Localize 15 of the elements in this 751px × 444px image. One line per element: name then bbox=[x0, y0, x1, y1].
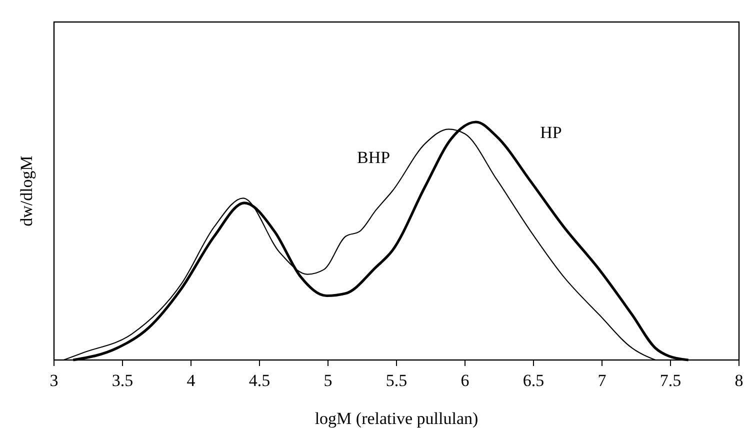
x-tick-label: 7.5 bbox=[660, 371, 682, 390]
series-label: HP bbox=[540, 122, 562, 142]
x-tick-label: 8 bbox=[734, 371, 744, 390]
x-tick-label: 3 bbox=[50, 371, 58, 390]
x-tick-label: 4 bbox=[186, 371, 196, 390]
x-tick-label: 7 bbox=[598, 371, 607, 390]
series-label: BHP bbox=[357, 148, 390, 168]
x-tick-label: 5.5 bbox=[386, 371, 408, 390]
x-tick-label: 4.5 bbox=[248, 371, 270, 390]
y-axis-title: dw/dlogM bbox=[17, 156, 36, 226]
x-axis-title: logM (relative pullulan) bbox=[314, 409, 478, 428]
x-tick-label: 3.5 bbox=[112, 371, 134, 390]
x-tick-label: 6.5 bbox=[522, 371, 544, 390]
x-tick-label: 6 bbox=[460, 371, 470, 390]
x-tick-label: 5 bbox=[324, 371, 332, 390]
